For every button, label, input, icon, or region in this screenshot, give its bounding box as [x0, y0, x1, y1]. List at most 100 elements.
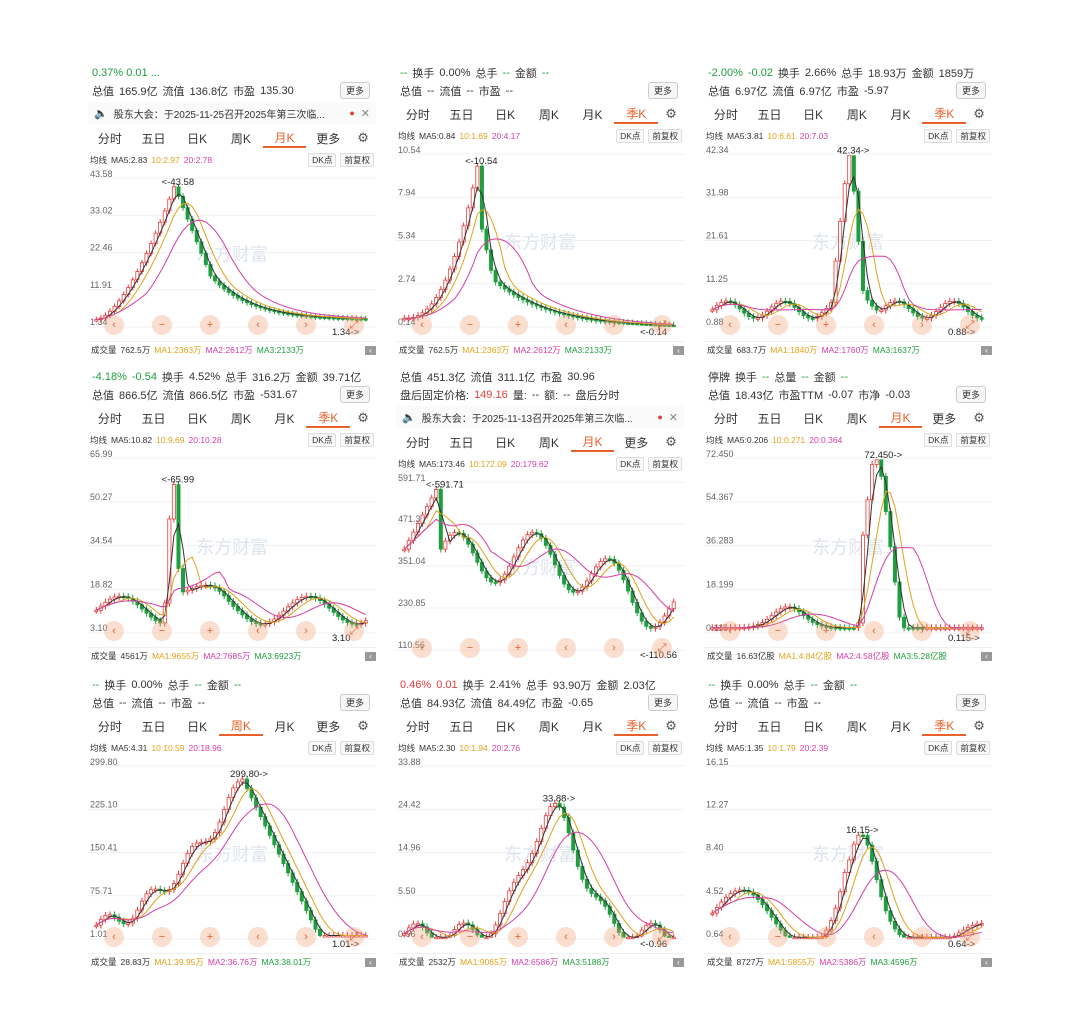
gear-icon[interactable]: ⚙ [665, 434, 677, 449]
tab-5[interactable]: 季K [614, 105, 659, 124]
shareholder-meeting-notice[interactable]: 🔈 股东大会：于2025-11-25召开2025年第三次临... ● ✕ [88, 102, 376, 124]
gear-icon[interactable]: ⚙ [973, 718, 985, 733]
tab-0[interactable]: 分时 [97, 719, 122, 734]
tab-4[interactable]: 月K [570, 433, 615, 452]
left-icon[interactable]: ‹ [104, 621, 124, 641]
tab-4[interactable]: 月K [582, 107, 603, 122]
tab-1[interactable]: 五日 [757, 107, 782, 122]
more-button[interactable]: 更多 [339, 386, 370, 403]
next-icon[interactable]: › [912, 621, 932, 641]
tab-2[interactable]: 日K [495, 107, 516, 122]
tab-1[interactable]: 五日 [449, 107, 474, 122]
collapse-icon[interactable]: ‹ [365, 651, 376, 661]
prev-icon[interactable]: ‹ [864, 927, 884, 947]
expand-icon[interactable]: ⤢ [652, 315, 672, 335]
next-icon[interactable]: › [912, 315, 932, 335]
tab-1[interactable]: 五日 [141, 411, 166, 426]
tab-2[interactable]: 日K [803, 107, 824, 122]
adjust-button[interactable]: 前复权 [648, 740, 682, 755]
tab-2[interactable]: 日K [187, 719, 208, 734]
left-icon[interactable]: ‹ [412, 927, 432, 947]
close-icon[interactable]: ✕ [360, 107, 370, 120]
tab-3[interactable]: 周K [219, 717, 263, 736]
dk-button[interactable]: DK点 [308, 152, 337, 167]
adjust-button[interactable]: 前复权 [956, 128, 990, 143]
tab-0[interactable]: 分时 [97, 131, 122, 146]
tab-0[interactable]: 分时 [713, 107, 738, 122]
dk-button[interactable]: DK点 [924, 128, 953, 143]
tab-5[interactable]: 更多 [932, 411, 957, 426]
shareholder-meeting-notice[interactable]: 🔈 股东大会：于2025-11-13召开2025年第三次临... ● ✕ [396, 406, 684, 428]
zoom-in-icon[interactable]: + [200, 927, 220, 947]
dk-button[interactable]: DK点 [616, 128, 645, 143]
prev-icon[interactable]: ‹ [864, 621, 884, 641]
expand-icon[interactable]: ⤢ [960, 927, 980, 947]
collapse-icon[interactable]: ‹ [673, 345, 684, 355]
gear-icon[interactable]: ⚙ [665, 718, 677, 733]
tab-4[interactable]: 月K [262, 129, 307, 148]
zoom-out-icon[interactable]: − [152, 315, 172, 335]
tab-5[interactable]: 季K [922, 717, 967, 736]
dk-button[interactable]: DK点 [308, 740, 337, 755]
dk-button[interactable]: DK点 [616, 456, 645, 471]
tab-1[interactable]: 五日 [757, 411, 782, 426]
adjust-button[interactable]: 前复权 [648, 456, 682, 471]
adjust-button[interactable]: 前复权 [340, 740, 374, 755]
dk-button[interactable]: DK点 [616, 740, 645, 755]
prev-icon[interactable]: ‹ [248, 621, 268, 641]
prev-icon[interactable]: ‹ [248, 315, 268, 335]
more-button[interactable]: 更多 [955, 82, 986, 99]
zoom-in-icon[interactable]: + [816, 927, 836, 947]
next-icon[interactable]: › [604, 638, 624, 658]
prev-icon[interactable]: ‹ [556, 927, 576, 947]
dk-button[interactable]: DK点 [924, 740, 953, 755]
prev-icon[interactable]: ‹ [556, 638, 576, 658]
zoom-in-icon[interactable]: + [816, 621, 836, 641]
tab-3[interactable]: 周K [538, 719, 559, 734]
tab-5[interactable]: 更多 [624, 435, 649, 450]
tab-0[interactable]: 分时 [713, 719, 738, 734]
zoom-in-icon[interactable]: + [508, 315, 528, 335]
zoom-out-icon[interactable]: − [460, 315, 480, 335]
tab-5[interactable]: 更多 [316, 719, 341, 734]
collapse-icon[interactable]: ‹ [981, 651, 992, 661]
collapse-icon[interactable]: ‹ [365, 957, 376, 967]
tab-0[interactable]: 分时 [405, 719, 430, 734]
prev-icon[interactable]: ‹ [864, 315, 884, 335]
tab-0[interactable]: 分时 [405, 435, 430, 450]
zoom-out-icon[interactable]: − [152, 621, 172, 641]
tab-1[interactable]: 五日 [449, 719, 474, 734]
next-icon[interactable]: › [604, 315, 624, 335]
expand-icon[interactable]: ⤢ [960, 315, 980, 335]
tab-5[interactable]: 季K [614, 717, 659, 736]
tab-0[interactable]: 分时 [405, 107, 430, 122]
collapse-icon[interactable]: ‹ [673, 957, 684, 967]
expand-icon[interactable]: ⤢ [344, 621, 364, 641]
tab-4[interactable]: 月K [274, 411, 295, 426]
expand-icon[interactable]: ⤢ [344, 927, 364, 947]
gear-icon[interactable]: ⚙ [973, 106, 985, 121]
adjust-button[interactable]: 前复权 [956, 740, 990, 755]
tab-4[interactable]: 月K [582, 719, 603, 734]
left-icon[interactable]: ‹ [104, 927, 124, 947]
next-icon[interactable]: › [296, 621, 316, 641]
adjust-button[interactable]: 前复权 [956, 432, 990, 447]
next-icon[interactable]: › [604, 927, 624, 947]
close-icon[interactable]: ✕ [668, 411, 678, 424]
zoom-in-icon[interactable]: + [200, 621, 220, 641]
tab-3[interactable]: 周K [846, 107, 867, 122]
tab-0[interactable]: 分时 [97, 411, 122, 426]
tab-2[interactable]: 日K [803, 719, 824, 734]
tab-1[interactable]: 五日 [449, 435, 474, 450]
more-button[interactable]: 更多 [647, 694, 678, 711]
zoom-in-icon[interactable]: + [508, 927, 528, 947]
tab-5[interactable]: 更多 [316, 131, 341, 146]
dk-button[interactable]: DK点 [924, 432, 953, 447]
tab-5[interactable]: 季K [306, 409, 351, 428]
left-icon[interactable]: ‹ [720, 621, 740, 641]
more-button[interactable]: 更多 [339, 82, 370, 99]
zoom-in-icon[interactable]: + [508, 638, 528, 658]
zoom-out-icon[interactable]: − [768, 927, 788, 947]
collapse-icon[interactable]: ‹ [365, 345, 376, 355]
tab-2[interactable]: 日K [803, 411, 824, 426]
